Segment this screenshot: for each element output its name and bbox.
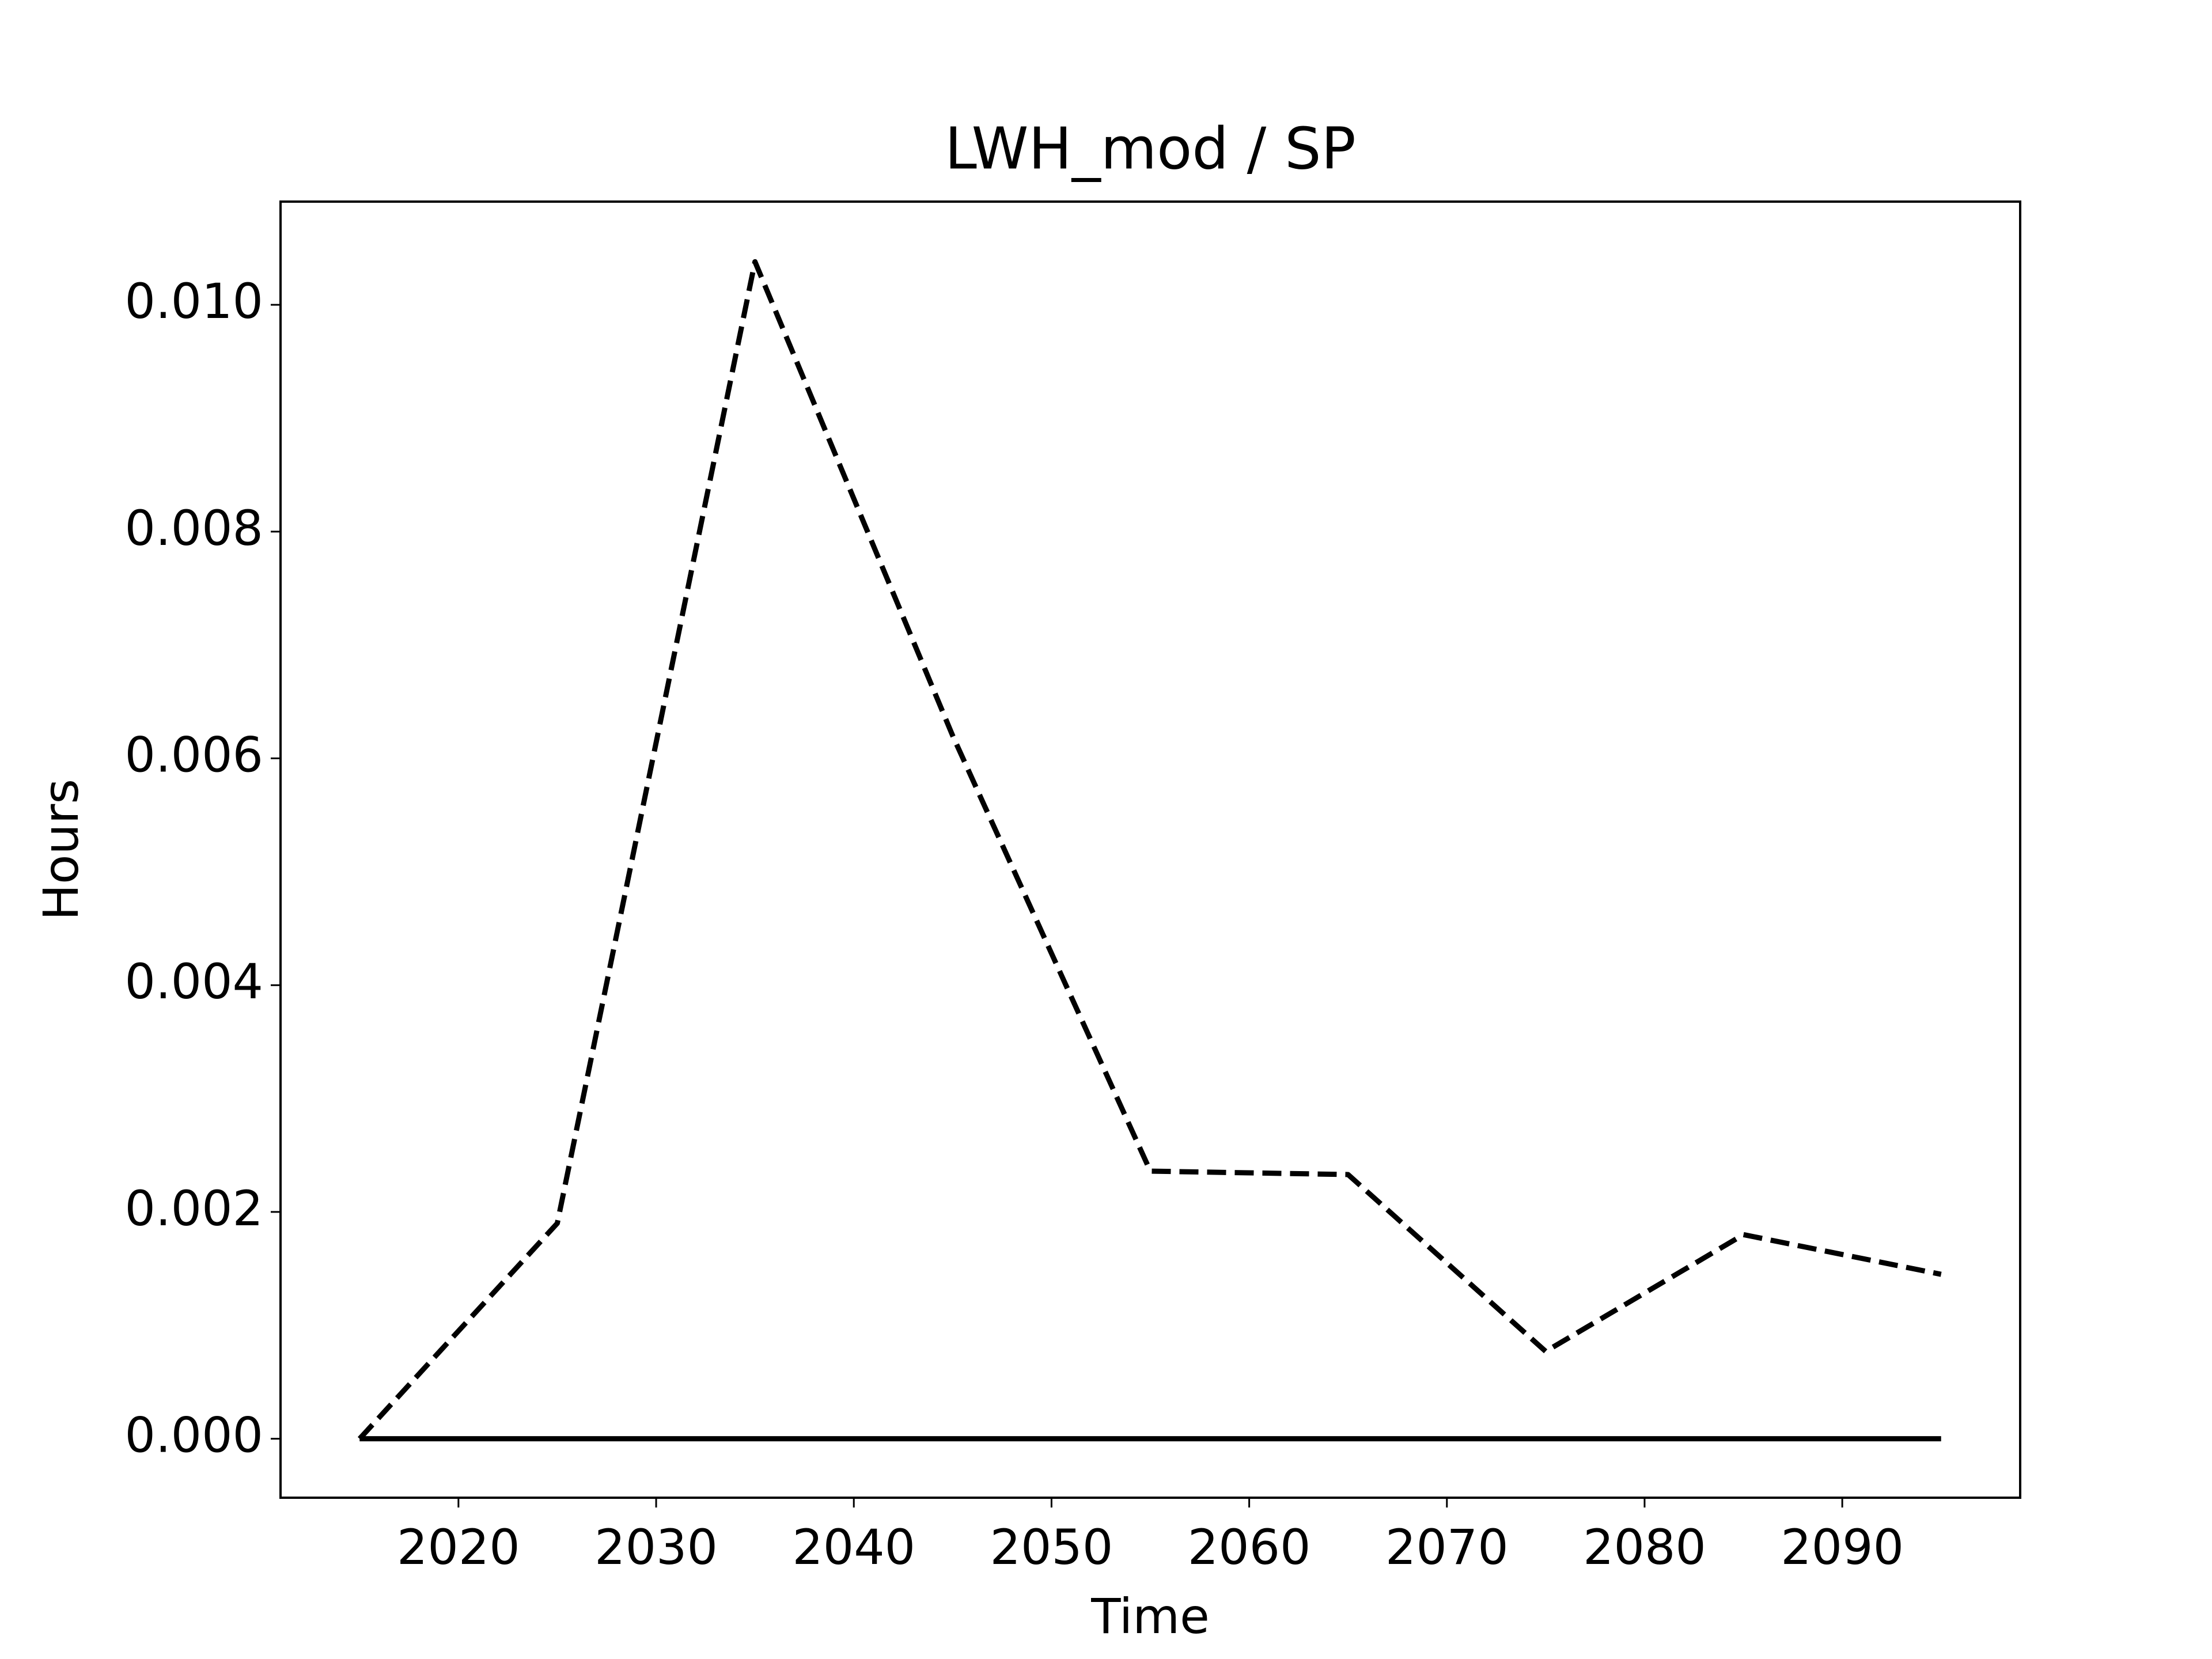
chart-title: LWH_mod / SP xyxy=(945,115,1356,182)
y-axis-label: Hours xyxy=(33,779,89,921)
y-tick-label: 0.010 xyxy=(125,273,263,329)
y-tick-label: 0.006 xyxy=(125,726,263,783)
y-tick-label: 0.008 xyxy=(125,500,263,556)
x-tick-label: 2050 xyxy=(990,1519,1113,1575)
x-tick-label: 2080 xyxy=(1583,1519,1706,1575)
plot-frame xyxy=(279,200,2021,1499)
x-tick-label: 2070 xyxy=(1385,1519,1509,1575)
x-tick-label: 2060 xyxy=(1188,1519,1311,1575)
y-tick-label: 0.000 xyxy=(125,1407,263,1464)
x-tick-label: 2030 xyxy=(594,1519,718,1575)
x-tick-label: 2040 xyxy=(792,1519,915,1575)
x-axis-label: Time xyxy=(1090,1588,1210,1645)
y-tick-label: 0.002 xyxy=(125,1180,263,1237)
series-line xyxy=(357,259,1942,1441)
x-tick-label: 2020 xyxy=(397,1519,520,1575)
x-tick-label: 2090 xyxy=(1781,1519,1904,1575)
y-tick-label: 0.004 xyxy=(125,953,263,1010)
